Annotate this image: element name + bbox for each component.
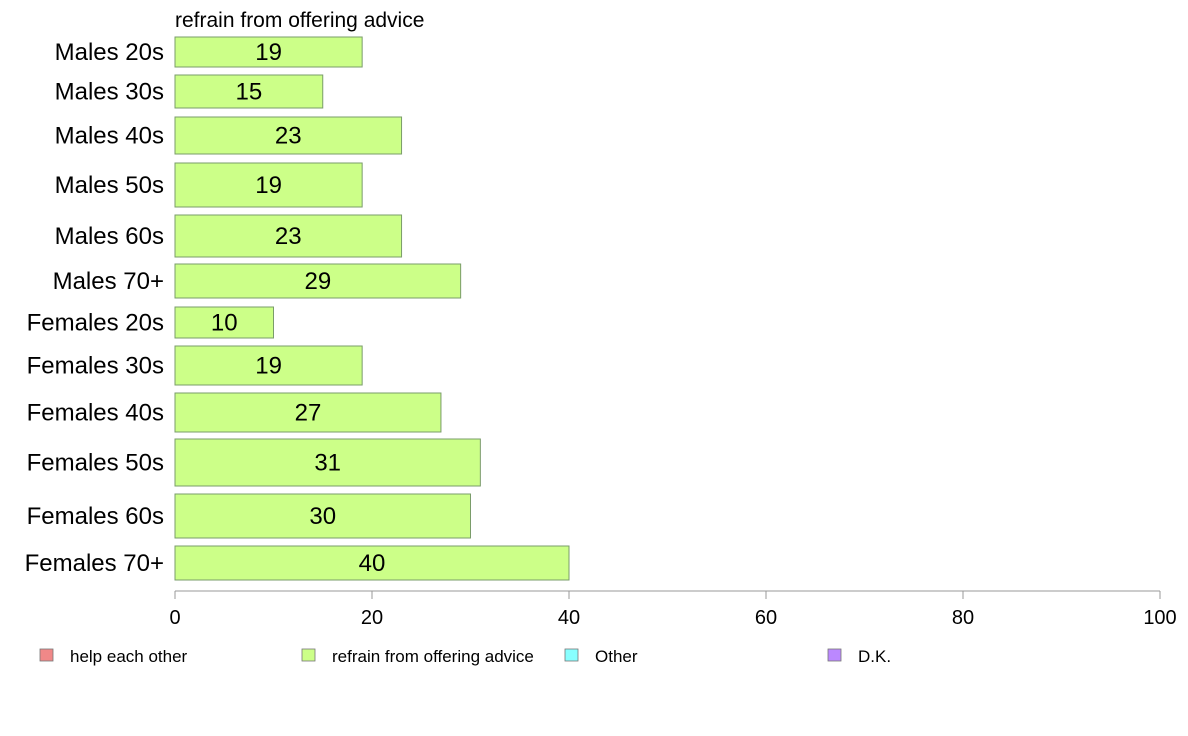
bar-value-label: 27 — [295, 400, 322, 427]
x-tick-label: 60 — [755, 607, 777, 629]
category-label: Females 70+ — [25, 550, 164, 577]
legend-swatch — [827, 648, 842, 662]
category-labels: Males 20s Males 30s Males 40s Males 50s Male… — [25, 39, 164, 577]
bar — [174, 162, 363, 208]
category-label: Females 40s — [27, 400, 164, 427]
legend: help each other refrain from offering adv… — [39, 647, 891, 666]
bar-value-label: 23 — [275, 223, 302, 250]
legend-label: refrain from offering advice — [332, 647, 534, 666]
category-label: Males 40s — [55, 123, 164, 150]
x-tick-label: 80 — [952, 607, 974, 629]
bar — [174, 74, 324, 109]
legend-swatch — [39, 648, 54, 662]
legend-swatch — [564, 648, 579, 662]
x-tick-label: 20 — [361, 607, 383, 629]
bar — [174, 306, 274, 339]
chart-title: refrain from offering advice — [175, 9, 424, 32]
x-tick-label: 40 — [558, 607, 580, 629]
category-label: Females 20s — [27, 310, 164, 337]
x-axis: 0 20 40 60 80 100 — [169, 590, 1177, 629]
bar-value-label: 15 — [236, 79, 263, 106]
bar — [174, 392, 442, 433]
bar-value-label: 29 — [304, 268, 331, 295]
legend-label: D.K. — [858, 647, 891, 666]
legend-swatch — [301, 648, 316, 662]
category-label: Males 50s — [55, 172, 164, 199]
category-label: Males 70+ — [53, 268, 164, 295]
bar-value-label: 23 — [275, 123, 302, 150]
bar — [174, 36, 363, 68]
bar — [174, 345, 363, 386]
category-label: Males 20s — [55, 39, 164, 66]
x-tick-label: 100 — [1143, 607, 1176, 629]
bar-value-label: 31 — [314, 450, 341, 477]
bar-value-label: 30 — [309, 503, 336, 530]
bar-value-label: 40 — [359, 550, 386, 577]
category-label: Males 30s — [55, 79, 164, 106]
bar — [174, 493, 471, 539]
category-label: Females 50s — [27, 450, 164, 477]
bar — [174, 545, 570, 581]
bar — [174, 438, 481, 487]
x-tick-label: 0 — [169, 607, 180, 629]
bar-value-label: 10 — [211, 310, 238, 337]
legend-label: Other — [595, 647, 638, 666]
bar-value-label: 19 — [255, 39, 282, 66]
category-label: Females 30s — [27, 353, 164, 380]
legend-label: help each other — [70, 647, 188, 666]
bar — [174, 116, 403, 155]
bar-value-label: 19 — [255, 353, 282, 380]
category-label: Females 60s — [27, 503, 164, 530]
bar — [174, 263, 462, 299]
bar — [174, 214, 403, 258]
category-label: Males 60s — [55, 223, 164, 250]
bar-value-label: 19 — [255, 172, 282, 199]
